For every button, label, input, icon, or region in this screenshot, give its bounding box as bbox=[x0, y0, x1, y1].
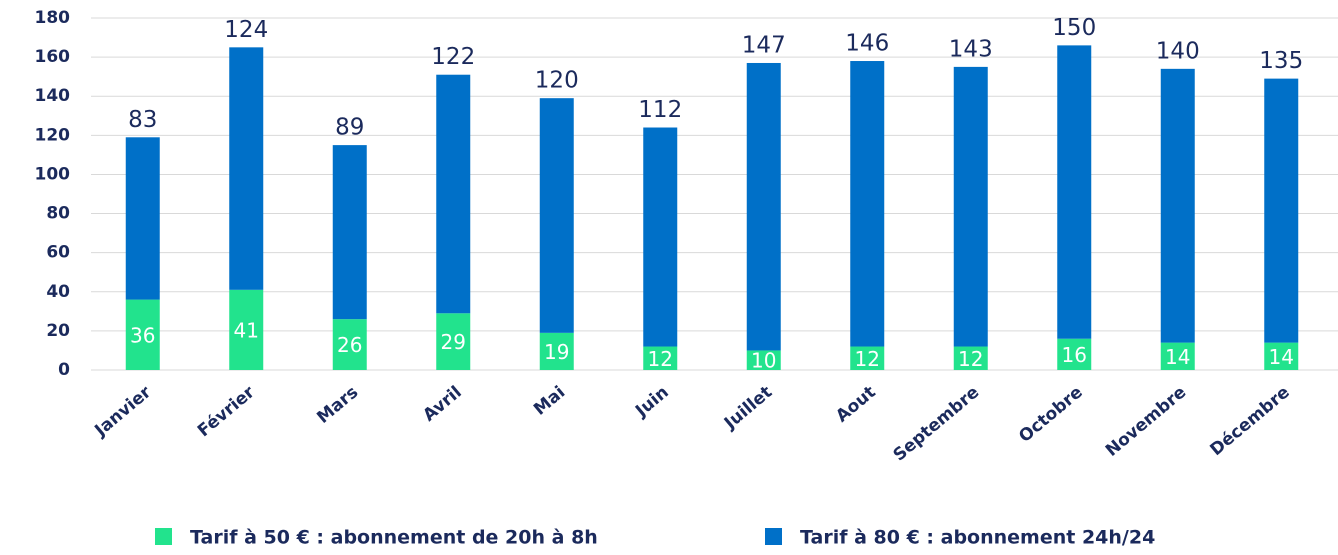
bar-segment bbox=[125, 299, 160, 370]
data-label: 12 bbox=[958, 347, 983, 371]
x-tick-label: Aout bbox=[832, 382, 879, 426]
data-label: 112 bbox=[638, 97, 682, 123]
bar-segment bbox=[953, 346, 988, 370]
y-tick-label: 180 bbox=[35, 8, 71, 28]
data-label: 120 bbox=[535, 68, 579, 94]
data-label: 10 bbox=[751, 349, 776, 373]
legend-label: Tarif à 80 € : abonnement 24h/24 bbox=[800, 527, 1155, 549]
bar-segment bbox=[436, 313, 471, 370]
bar-segment bbox=[643, 127, 678, 347]
bar-segment bbox=[229, 47, 264, 290]
data-label: 124 bbox=[224, 17, 268, 43]
legend-swatch bbox=[765, 528, 782, 545]
bar-segment bbox=[1160, 68, 1195, 343]
x-tick-label: Septembre bbox=[890, 382, 984, 465]
y-tick-label: 60 bbox=[46, 243, 70, 263]
bar-segment bbox=[643, 346, 678, 370]
y-tick-label: 20 bbox=[46, 321, 70, 341]
bar-segment bbox=[125, 137, 160, 300]
x-tick-label: Juin bbox=[631, 382, 672, 421]
y-tick-label: 100 bbox=[35, 164, 71, 184]
data-label: 150 bbox=[1052, 15, 1096, 41]
x-tick-label: Juillet bbox=[720, 382, 776, 434]
bar-segment bbox=[229, 289, 264, 370]
data-label: 36 bbox=[130, 323, 155, 347]
data-label: 16 bbox=[1062, 343, 1087, 367]
bar-segment bbox=[332, 319, 367, 370]
x-tick-label: Décembre bbox=[1206, 382, 1293, 460]
data-label: 147 bbox=[742, 32, 786, 58]
bar-segment bbox=[1160, 342, 1195, 370]
x-tick-label: Avril bbox=[419, 382, 465, 425]
bar-segment bbox=[1057, 338, 1092, 370]
x-tick-label: Novembre bbox=[1102, 382, 1190, 461]
y-tick-label: 160 bbox=[35, 47, 71, 67]
legend-swatch bbox=[155, 528, 172, 545]
data-label: 19 bbox=[544, 340, 569, 364]
bar-segment bbox=[1264, 78, 1299, 343]
data-label: 26 bbox=[337, 333, 362, 357]
x-tick-label: Octobre bbox=[1015, 382, 1086, 446]
data-label: 14 bbox=[1269, 345, 1294, 369]
bar-segment bbox=[1264, 342, 1299, 370]
bar-segment bbox=[746, 350, 781, 370]
data-label: 41 bbox=[234, 318, 259, 342]
y-tick-label: 0 bbox=[58, 360, 70, 380]
x-tick-label: Mai bbox=[530, 382, 569, 419]
y-tick-label: 140 bbox=[35, 86, 71, 106]
x-tick-label: Février bbox=[194, 382, 259, 441]
data-label: 12 bbox=[855, 347, 880, 371]
data-label: 89 bbox=[335, 115, 364, 141]
bar-segment bbox=[850, 61, 885, 347]
data-label: 135 bbox=[1259, 48, 1303, 74]
bar-segment bbox=[1057, 45, 1092, 339]
data-label: 29 bbox=[441, 330, 466, 354]
y-tick-label: 40 bbox=[46, 282, 70, 302]
bar-segment bbox=[953, 66, 988, 347]
bar-segment bbox=[539, 98, 574, 333]
data-label: 14 bbox=[1165, 345, 1190, 369]
bar-segment bbox=[539, 332, 574, 370]
data-label: 146 bbox=[845, 31, 889, 57]
x-tick-label: Janvier bbox=[90, 382, 155, 441]
data-label: 122 bbox=[431, 44, 475, 70]
data-label: 12 bbox=[648, 347, 673, 371]
bar-segment bbox=[436, 74, 471, 314]
y-tick-label: 80 bbox=[46, 204, 70, 224]
data-label: 140 bbox=[1156, 38, 1200, 64]
x-tick-label: Mars bbox=[313, 382, 362, 427]
data-label: 143 bbox=[949, 36, 993, 62]
data-label: 83 bbox=[128, 107, 157, 133]
bar-segment bbox=[332, 145, 367, 320]
bar-segment bbox=[850, 346, 885, 370]
legend-label: Tarif à 50 € : abonnement de 20h à 8h bbox=[190, 527, 598, 549]
bar-segment bbox=[746, 62, 781, 351]
y-tick-label: 120 bbox=[35, 125, 71, 145]
